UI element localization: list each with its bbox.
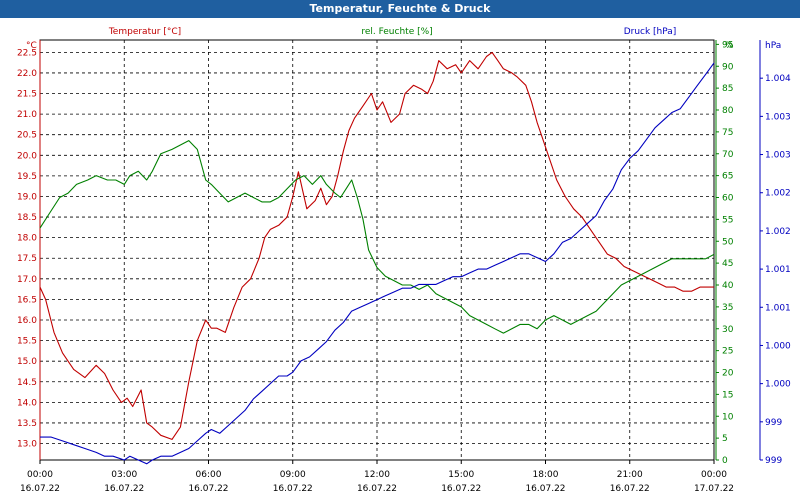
pressure-axis-tick-label: 1.000 <box>765 341 791 351</box>
pressure-axis-title: Druck [hPa] <box>624 27 677 37</box>
pressure-axis-tick-label: 1.000 <box>765 380 791 390</box>
x-tick-time: 06:00 <box>196 470 222 480</box>
humidity-axis-tick-label: 95 <box>722 40 733 50</box>
left-axis-tick-label: 21.0 <box>17 110 37 120</box>
humidity-axis-tick-label: 90 <box>722 62 734 72</box>
humidity-axis-tick-label: 55 <box>722 215 733 225</box>
x-tick-date: 17.07.22 <box>694 484 734 494</box>
left-axis-tick-label: 13.5 <box>17 419 37 429</box>
pressure-axis-tick-label: 1.004 <box>765 74 791 84</box>
left-axis-tick-label: 14.5 <box>17 378 37 388</box>
left-axis-tick-label: 20.5 <box>17 131 37 141</box>
left-axis-tick-label: 19.0 <box>17 192 37 202</box>
left-axis-unit: °C <box>26 41 37 51</box>
title-bar <box>0 0 800 18</box>
humidity-axis-unit: % <box>725 41 734 51</box>
pressure-axis-tick-label: 999 <box>765 418 782 428</box>
series-line-right2 <box>40 62 715 465</box>
x-tick-time: 03:00 <box>111 470 137 480</box>
humidity-axis-tick-label: 85 <box>722 84 733 94</box>
x-tick-date: 16.07.22 <box>610 484 650 494</box>
x-tick-date: 16.07.22 <box>104 484 144 494</box>
x-tick-time: 00:00 <box>701 470 727 480</box>
x-tick-date: 16.07.22 <box>441 484 481 494</box>
left-axis-tick-label: 15.0 <box>17 357 37 367</box>
humidity-axis-tick-label: 75 <box>722 128 733 138</box>
x-tick-time: 12:00 <box>364 470 390 480</box>
humidity-axis-tick-label: 60 <box>722 194 734 204</box>
humidity-axis-tick-label: 40 <box>722 281 734 291</box>
left-axis-tick-label: 15.5 <box>17 337 37 347</box>
pressure-axis-unit: hPa <box>765 41 781 51</box>
left-axis-tick-label: 22.5 <box>17 48 37 58</box>
chart-title: Temperatur, Feuchte & Druck <box>309 2 491 15</box>
humidity-axis-tick-label: 45 <box>722 259 733 269</box>
humidity-axis-tick-label: 10 <box>722 412 734 422</box>
series-line-left <box>39 51 714 440</box>
humidity-axis-tick-label: 80 <box>722 106 734 116</box>
humidity-axis-tick-label: 50 <box>722 237 734 247</box>
humidity-axis-tick-label: 0 <box>722 456 728 466</box>
humidity-axis-tick-label: 5 <box>722 434 728 444</box>
humidity-axis-tick-label: 20 <box>722 369 734 379</box>
pressure-axis-tick-label: 1.001 <box>765 265 791 275</box>
x-tick-date: 16.07.22 <box>525 484 565 494</box>
humidity-axis-title: rel. Feuchte [%] <box>361 27 432 37</box>
left-axis-tick-label: 20.0 <box>17 151 37 161</box>
x-tick-date: 16.07.22 <box>188 484 228 494</box>
pressure-axis-tick-label: 1.002 <box>765 227 791 237</box>
pressure-axis-tick-label: 1.001 <box>765 303 791 313</box>
humidity-axis-tick-label: 15 <box>722 390 733 400</box>
x-tick-date: 16.07.22 <box>273 484 313 494</box>
left-axis-tick-label: 16.5 <box>17 295 37 305</box>
x-tick-time: 18:00 <box>533 470 559 480</box>
series-line-right1 <box>39 140 715 334</box>
left-axis-tick-label: 21.5 <box>17 90 37 100</box>
left-axis-tick-label: 14.0 <box>17 398 37 408</box>
humidity-axis-tick-label: 65 <box>722 172 733 182</box>
left-axis-tick-label: 13.0 <box>17 440 37 450</box>
left-axis-tick-label: 16.0 <box>17 316 37 326</box>
x-tick-time: 15:00 <box>448 470 474 480</box>
humidity-axis-tick-label: 25 <box>722 347 733 357</box>
x-tick-date: 16.07.22 <box>20 484 60 494</box>
humidity-axis-tick-label: 30 <box>722 325 734 335</box>
left-axis-tick-label: 18.0 <box>17 234 37 244</box>
left-axis-tick-label: 17.5 <box>17 254 37 264</box>
left-axis-tick-label: 18.5 <box>17 213 37 223</box>
humidity-axis-tick-label: 70 <box>722 150 734 160</box>
x-tick-time: 21:00 <box>617 470 643 480</box>
humidity-axis-tick-label: 35 <box>722 303 733 313</box>
pressure-axis-tick-label: 999 <box>765 456 782 466</box>
x-tick-time: 00:00 <box>27 470 53 480</box>
pressure-axis-tick-label: 1.002 <box>765 189 791 199</box>
x-tick-date: 16.07.22 <box>357 484 397 494</box>
left-axis-tick-label: 17.0 <box>17 275 37 285</box>
left-axis-tick-label: 22.0 <box>17 69 37 79</box>
x-tick-time: 09:00 <box>280 470 306 480</box>
left-axis-title: Temperatur [°C] <box>108 27 181 37</box>
pressure-axis-tick-label: 1.003 <box>765 112 791 122</box>
pressure-axis-tick-label: 1.003 <box>765 151 791 161</box>
left-axis-tick-label: 19.5 <box>17 172 37 182</box>
